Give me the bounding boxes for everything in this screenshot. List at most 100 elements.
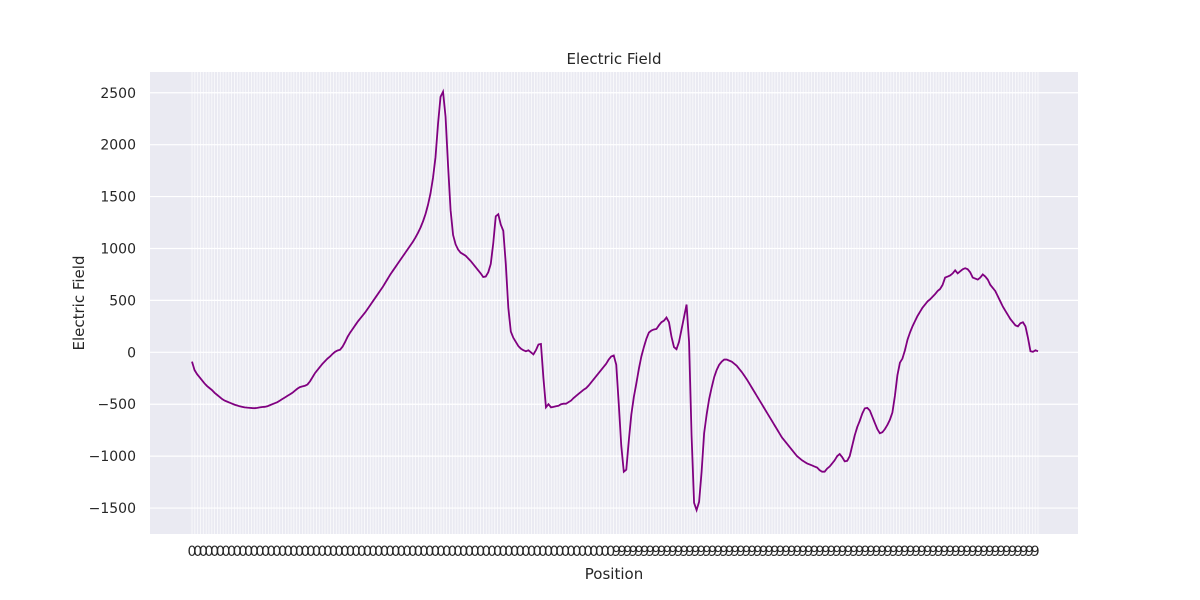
x-tick-label: 9: [635, 544, 644, 560]
x-tick-label: 0: [550, 544, 559, 560]
x-tick-label: 9: [623, 544, 632, 560]
x-tick-label: 0: [250, 544, 259, 560]
x-tick-label: 9: [686, 544, 695, 560]
x-tick-label: 9: [827, 544, 836, 560]
x-tick-label: 0: [493, 544, 502, 560]
x-tick-label: 9: [974, 544, 983, 560]
x-tick-label: 9: [1002, 544, 1011, 560]
x-tick-label: 0: [340, 544, 349, 560]
x-tick-label: 9: [629, 544, 638, 560]
x-tick-label: 0: [312, 544, 321, 560]
x-tick-label: 0: [448, 544, 457, 560]
x-tick-label: 9: [855, 544, 864, 560]
x-tick-label: 0: [374, 544, 383, 560]
x-tick-label: 9: [1008, 544, 1017, 560]
x-tick-label: 0: [363, 544, 372, 560]
x-tick-label: 9: [612, 544, 621, 560]
x-tick-label: 0: [431, 544, 440, 560]
x-tick-label: 9: [878, 544, 887, 560]
y-tick-label: −1000: [89, 449, 136, 465]
series-line: [191, 88, 1039, 514]
x-tick-label: 0: [533, 544, 542, 560]
chart-title: Electric Field: [567, 50, 662, 68]
x-tick-label: 0: [584, 544, 593, 560]
x-tick-label: 0: [578, 544, 587, 560]
x-tick-label: 9: [770, 544, 779, 560]
x-tick-label: 9: [759, 544, 768, 560]
x-tick-labels: 0000000000000000000000000000000000000000…: [188, 544, 1040, 560]
x-tick-label: 0: [437, 544, 446, 560]
x-tick-label: 0: [210, 544, 219, 560]
x-tick-label: 9: [872, 544, 881, 560]
x-tick-label: 0: [261, 544, 270, 560]
x-tick-label: 9: [776, 544, 785, 560]
x-tick-label: 0: [420, 544, 429, 560]
x-tick-label: 0: [601, 544, 610, 560]
y-grid-lines: [150, 92, 1078, 509]
x-tick-label: 9: [889, 544, 898, 560]
x-tick-label: 9: [793, 544, 802, 560]
x-tick-label: 0: [272, 544, 281, 560]
x-tick-label: 9: [646, 544, 655, 560]
x-tick-label: 9: [861, 544, 870, 560]
x-tick-label: 9: [742, 544, 751, 560]
x-tick-label: 9: [929, 544, 938, 560]
y-tick-label: 0: [127, 345, 136, 361]
x-tick-label: 9: [765, 544, 774, 560]
x-tick-label: 9: [748, 544, 757, 560]
y-tick-label: −1500: [89, 501, 136, 517]
x-tick-label: 0: [499, 544, 508, 560]
x-tick-label: 0: [301, 544, 310, 560]
x-tick-label: 9: [618, 544, 627, 560]
x-tick-label: 0: [544, 544, 553, 560]
x-tick-label: 0: [295, 544, 304, 560]
x-tick-label: 9: [804, 544, 813, 560]
x-axis-title: Position: [585, 565, 643, 583]
x-tick-label: 9: [912, 544, 921, 560]
x-tick-label: 0: [425, 544, 434, 560]
x-tick-label: 0: [323, 544, 332, 560]
x-tick-label: 9: [674, 544, 683, 560]
x-tick-label: 9: [669, 544, 678, 560]
x-tick-label: 0: [538, 544, 547, 560]
x-tick-label: 9: [680, 544, 689, 560]
x-tick-label: 0: [227, 544, 236, 560]
x-tick-label: 9: [753, 544, 762, 560]
x-tick-label: 0: [442, 544, 451, 560]
x-tick-label: 9: [957, 544, 966, 560]
x-tick-label: 0: [521, 544, 530, 560]
x-grid-lines: [191, 72, 1039, 534]
x-tick-label: 0: [606, 544, 615, 560]
y-tick-labels: −1500 −1000 −500 0 500 1000 1500 2000 2500: [89, 86, 136, 517]
x-tick-label: 9: [901, 544, 910, 560]
x-tick-label: 0: [510, 544, 519, 560]
x-tick-label: 9: [1019, 544, 1028, 560]
x-tick-label: 9: [652, 544, 661, 560]
x-tick-label: 0: [391, 544, 400, 560]
x-tick-label: 0: [221, 544, 230, 560]
x-tick-label: 0: [454, 544, 463, 560]
x-tick-label: 0: [267, 544, 276, 560]
x-tick-label: 0: [329, 544, 338, 560]
x-tick-label: 0: [527, 544, 536, 560]
x-tick-label: 0: [408, 544, 417, 560]
x-tick-label: 0: [216, 544, 225, 560]
x-tick-label: 9: [719, 544, 728, 560]
x-tick-label: 0: [233, 544, 242, 560]
x-tick-label: 0: [567, 544, 576, 560]
y-tick-label: 1000: [100, 241, 136, 257]
x-tick-label: 0: [561, 544, 570, 560]
y-tick-label: 2000: [100, 138, 136, 154]
y-tick-label: 500: [109, 293, 136, 309]
x-tick-label: 0: [516, 544, 525, 560]
x-tick-label: 9: [940, 544, 949, 560]
x-tick-label: 9: [991, 544, 1000, 560]
x-tick-label: 0: [465, 544, 474, 560]
y-axis-title: Electric Field: [70, 256, 88, 351]
x-tick-label: 9: [697, 544, 706, 560]
x-tick-label: 9: [963, 544, 972, 560]
plot-background: [150, 72, 1078, 534]
x-tick-label: 0: [482, 544, 491, 560]
x-tick-label: 0: [595, 544, 604, 560]
